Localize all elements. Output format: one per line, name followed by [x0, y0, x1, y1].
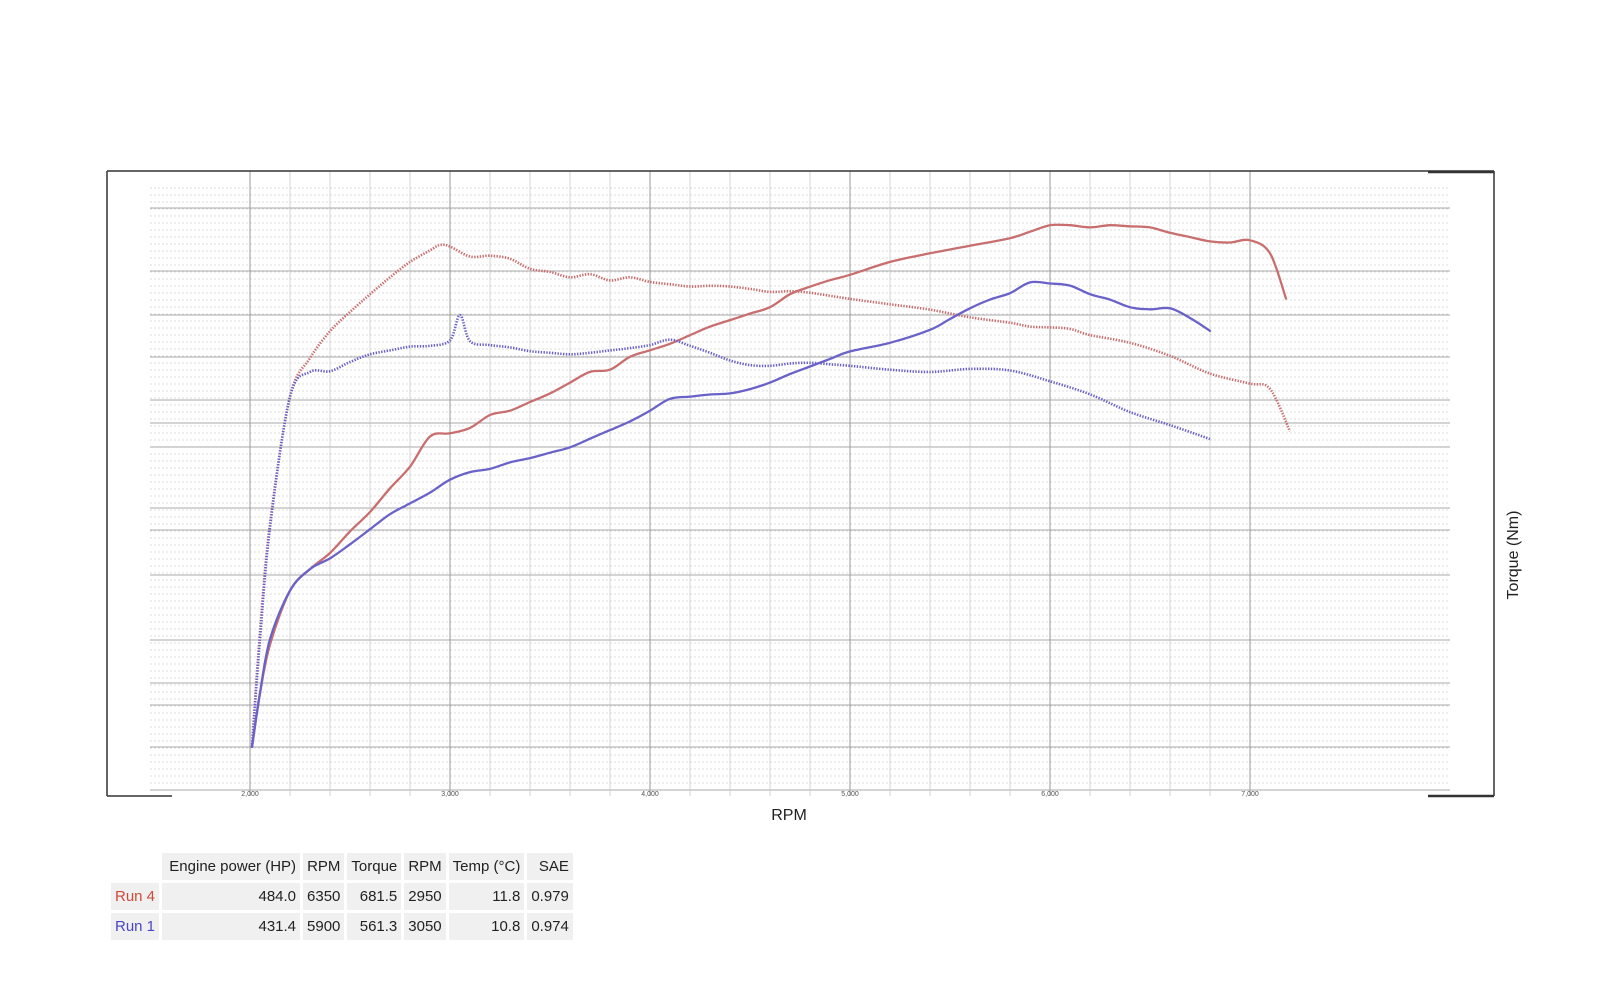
x-tick-label: 7,000 [1241, 791, 1259, 798]
table-header-blank [111, 853, 159, 880]
series-line-run-1-power [250, 280, 1212, 749]
table-row: Run 4 484.0 6350 681.5 2950 11.8 0.979 [111, 883, 573, 910]
temp-cell: 11.8 [448, 883, 525, 910]
series-line-run-4-torque [250, 243, 1292, 748]
power-cell: 431.4 [162, 913, 301, 940]
power-cell: 484.0 [162, 883, 301, 910]
series-line-run-1-torque [250, 313, 1211, 748]
table-header-row: Engine power (HP) RPM Torque RPM Temp (°… [111, 853, 573, 880]
torque-rpm-cell: 3050 [404, 913, 446, 940]
x-tick-label: 4,000 [641, 791, 659, 798]
torque-cell: 681.5 [347, 883, 402, 910]
power-rpm-cell: 6350 [303, 883, 345, 910]
dyno-chart: 2,000 3,000 4,000 5,000 6,000 7,000 RPM Torqu… [106, 170, 1522, 824]
x-axis-title: RPM [771, 807, 807, 824]
x-tick-label: 2,000 [241, 791, 259, 798]
results-table: Engine power (HP) RPM Torque RPM Temp (°… [108, 850, 576, 943]
run-name-cell: Run 1 [111, 913, 160, 940]
chart-grid [150, 171, 1450, 796]
header-torque: Torque [347, 853, 402, 880]
header-sae: SAE [527, 853, 573, 880]
header-power-rpm: RPM [303, 853, 345, 880]
series-line-run-4-power [250, 223, 1288, 749]
temp-cell: 10.8 [448, 913, 525, 940]
sae-cell: 0.979 [527, 883, 573, 910]
sae-cell: 0.974 [527, 913, 573, 940]
y-axis-title-right: Torque (Nm) [1505, 511, 1522, 600]
x-tick-label: 5,000 [841, 791, 859, 798]
x-tick-label: 6,000 [1041, 791, 1059, 798]
chart-series [250, 223, 1292, 749]
chart-frame [106, 170, 1495, 798]
header-torque-rpm: RPM [404, 853, 446, 880]
torque-rpm-cell: 2950 [404, 883, 446, 910]
run-name-cell: Run 4 [111, 883, 160, 910]
header-temp: Temp (°C) [448, 853, 525, 880]
table-row: Run 1 431.4 5900 561.3 3050 10.8 0.974 [111, 913, 573, 940]
header-engine-power: Engine power (HP) [162, 853, 301, 880]
x-axis-ticks: 2,000 3,000 4,000 5,000 6,000 7,000 [241, 791, 1259, 798]
power-rpm-cell: 5900 [303, 913, 345, 940]
torque-cell: 561.3 [347, 913, 402, 940]
x-tick-label: 3,000 [441, 791, 459, 798]
